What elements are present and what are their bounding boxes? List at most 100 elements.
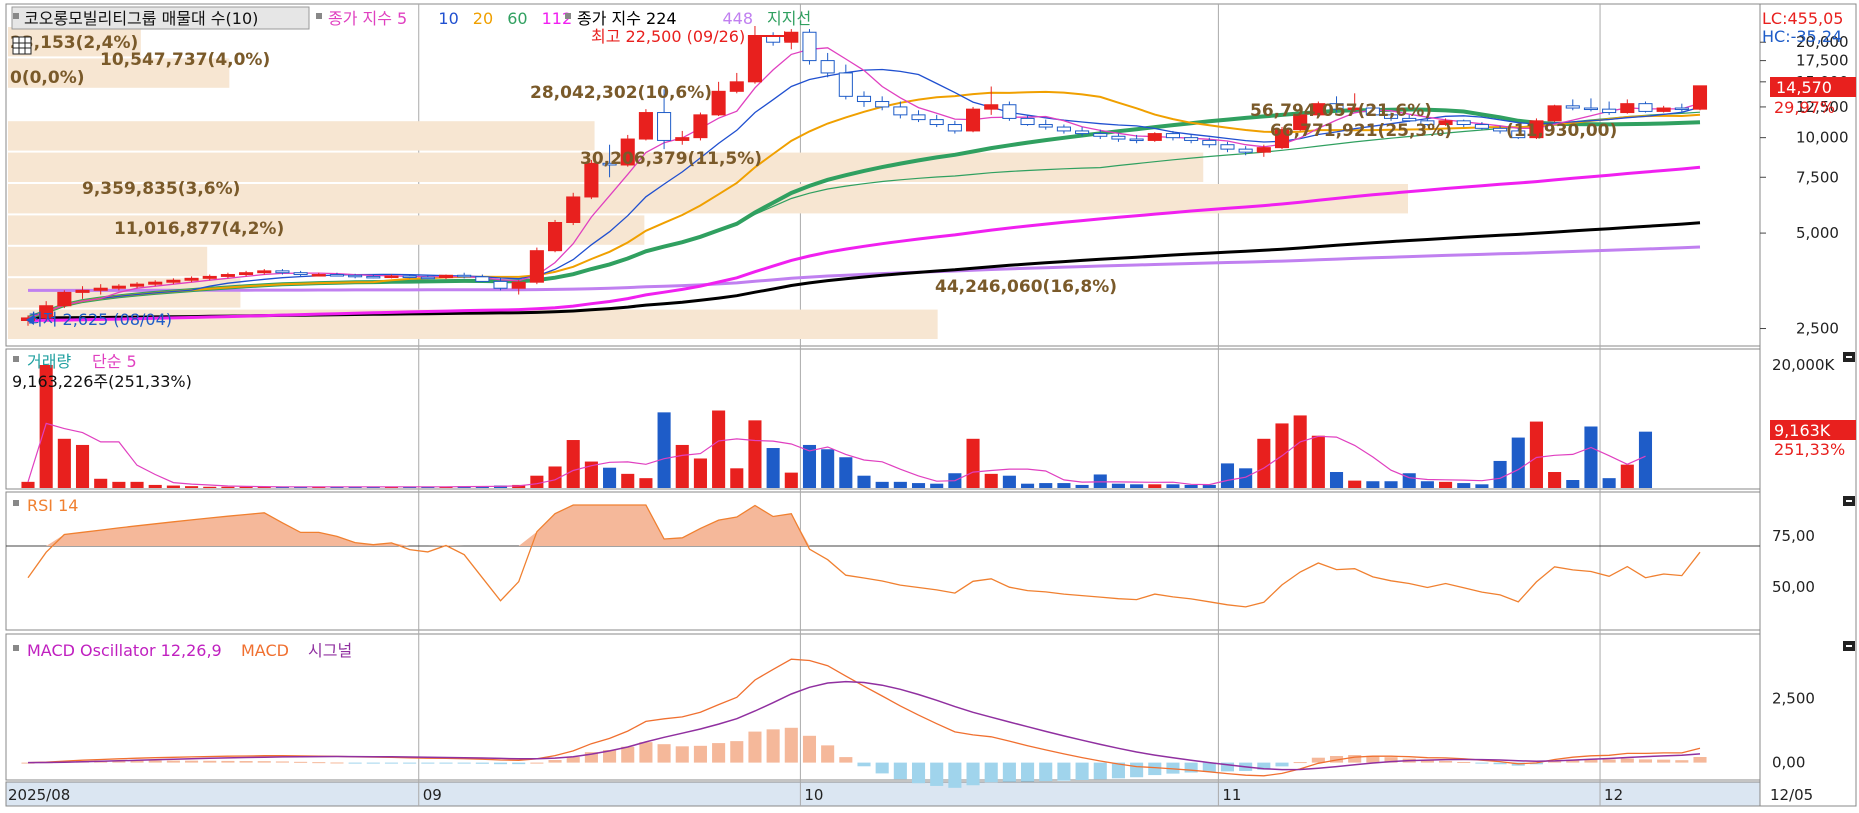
- volume-bar: [1166, 484, 1180, 488]
- candle-body: [1129, 138, 1144, 142]
- legend-square-icon: [13, 356, 19, 362]
- volume-profile-label: 66,771,921(25,3%): [1270, 121, 1452, 141]
- x-tick-label: 11: [1222, 786, 1241, 804]
- moving-average-lines: [27, 47, 1701, 322]
- volume-bar: [1439, 481, 1453, 488]
- macd-oscillator-bar: [166, 760, 180, 763]
- signal-line: [27, 680, 1701, 771]
- volume-profile-labels: 23,153(2,4%)10,547,737(4,0%) 0(0,0%) 28,04…: [10, 33, 1617, 297]
- candle-body: [1529, 120, 1544, 139]
- volume-current-pct: 251,33%: [1774, 440, 1845, 459]
- signal-label[interactable]: 시그널: [308, 641, 352, 660]
- collapse-icon[interactable]: [1843, 352, 1855, 362]
- macd-oscillator-bar: [530, 762, 544, 764]
- collapse-icon[interactable]: [1843, 496, 1855, 506]
- x-tick-label: 2025/08: [8, 786, 70, 804]
- candle-body: [1656, 107, 1671, 112]
- macd-oscillator-bar: [1493, 762, 1507, 765]
- candle-body: [1147, 133, 1162, 141]
- volume-bar: [639, 478, 653, 488]
- candle-body: [1293, 114, 1308, 131]
- rsi-line: [27, 504, 1701, 608]
- volume-bar: [39, 365, 53, 488]
- macd-oscillator-bar: [839, 757, 853, 763]
- candle-body: [402, 275, 417, 279]
- y-tick-label: 20,000: [1796, 33, 1849, 51]
- volume-bar: [1584, 426, 1598, 488]
- volume-bar: [1057, 483, 1071, 488]
- volume-bar: [75, 444, 90, 488]
- collapse-icon[interactable]: [1843, 641, 1855, 651]
- volume-bar: [239, 486, 253, 488]
- candle-body: [1565, 105, 1580, 109]
- volume-profile-band: [8, 184, 1408, 214]
- price-legend[interactable]: 코오롱모빌리티그룹 매물대 수(10) 종가 지수 5 10 20 60 112 종가 …: [11, 6, 811, 30]
- candle-body: [1256, 147, 1271, 153]
- macd-oscillator-bar: [1457, 761, 1471, 763]
- candle-body: [675, 137, 690, 141]
- moving-average-line: [28, 245, 1701, 292]
- rsi-y-tick-label: 50,00: [1772, 578, 1815, 596]
- volume-ma-line: [27, 422, 1646, 488]
- macd-oscillator-bar: [1548, 761, 1562, 763]
- volume-profile-label: 11,016,877(4,2%): [114, 219, 284, 239]
- macd-oscillator-bar: [112, 760, 126, 763]
- macd-oscillator-bar: [875, 762, 889, 774]
- volume-ma-label[interactable]: 단순 5: [92, 352, 137, 371]
- candle-body: [438, 274, 454, 279]
- macd-oscillator-bar: [1111, 762, 1125, 779]
- macd-oscillator-bar: [1693, 757, 1707, 763]
- candle-body: [802, 31, 817, 62]
- candle-body: [1202, 139, 1217, 146]
- macd-y-tick-label: 2,500: [1772, 689, 1815, 707]
- macd-chart: [21, 658, 1707, 788]
- volume-bar: [693, 458, 707, 488]
- macd-oscillator-bar: [1384, 757, 1398, 763]
- macd-oscillator-bar: [1057, 762, 1071, 781]
- volume-panel[interactable]: [5, 348, 1761, 490]
- macd-oscillator-bar: [257, 761, 271, 763]
- macd-oscillator-bar: [766, 729, 780, 763]
- macd-oscillator-bar: [221, 760, 235, 763]
- macd-oscillator-bar: [185, 760, 199, 763]
- legend-square-icon: [13, 645, 19, 651]
- legend-square-icon: [13, 500, 19, 506]
- candle-body: [511, 281, 526, 289]
- macd-oscillator-bar: [1257, 762, 1271, 770]
- candle-body: [1093, 133, 1108, 137]
- candle-body: [1220, 144, 1235, 150]
- macd-oscillator-bar: [1420, 760, 1434, 763]
- candle-body: [130, 283, 145, 287]
- candle-body: [1365, 107, 1380, 116]
- macd-oscillator-bar: [784, 727, 798, 763]
- candle-body: [747, 34, 762, 83]
- macd-oscillator-bar: [893, 762, 907, 780]
- rsi-title[interactable]: RSI 14: [27, 496, 78, 515]
- table-icon[interactable]: [12, 36, 32, 55]
- candle-body: [202, 275, 217, 279]
- macd-oscillator-bar: [1348, 755, 1362, 763]
- macd-title[interactable]: MACD Oscillator 12,26,9: [27, 641, 222, 660]
- candle-body: [1111, 135, 1126, 140]
- volume-bar: [603, 467, 617, 488]
- candle-body: [947, 124, 962, 132]
- candle-body: [929, 119, 944, 126]
- macd-oscillator-bar: [275, 761, 289, 763]
- low-arrow-icon: [26, 315, 34, 325]
- candle-body: [57, 291, 72, 307]
- macd-label[interactable]: MACD: [241, 641, 289, 660]
- legend-title-box[interactable]: [11, 6, 310, 30]
- volume-bar: [712, 410, 726, 488]
- volume-profile-label: 56,794,057(21,6%): [1250, 101, 1432, 121]
- candle-body: [1274, 129, 1290, 149]
- volume-bar: [1184, 484, 1198, 488]
- volume-bar: [1075, 484, 1089, 488]
- macd-oscillator-bar: [148, 760, 162, 763]
- volume-bar: [1602, 478, 1616, 488]
- candle-body: [529, 250, 544, 283]
- rsi-panel[interactable]: [5, 491, 1761, 631]
- volume-title[interactable]: 거래량: [27, 352, 71, 371]
- macd-oscillator-bar: [712, 743, 726, 763]
- candle-body: [1329, 103, 1344, 110]
